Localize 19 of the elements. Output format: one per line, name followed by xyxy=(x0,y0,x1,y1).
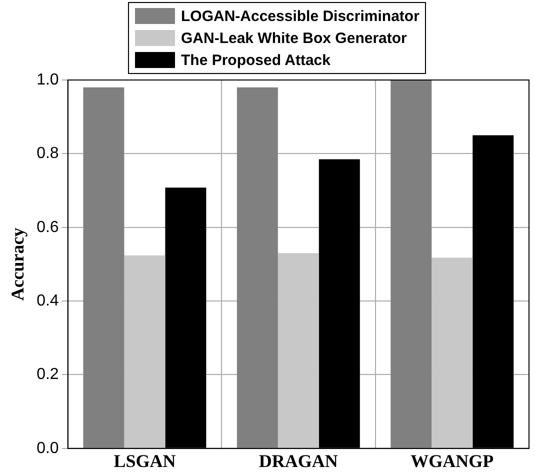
legend-label: LOGAN-Accessible Discriminator xyxy=(181,8,420,24)
y-tick-label: 0.0 xyxy=(36,440,59,457)
x-tick-label: WGANGP xyxy=(410,450,494,471)
bar xyxy=(236,87,278,448)
bar xyxy=(83,87,124,448)
bar xyxy=(432,258,473,448)
y-tick-label: 0.8 xyxy=(36,145,59,162)
bar xyxy=(124,255,166,448)
bar xyxy=(390,80,432,448)
legend-label: The Proposed Attack xyxy=(181,52,330,68)
bar xyxy=(278,253,319,448)
x-tick-label: LSGAN xyxy=(114,450,176,471)
x-tick-label: DRAGAN xyxy=(258,450,338,471)
legend-label: GAN-Leak White Box Generator xyxy=(181,30,407,46)
y-tick-label: 0.6 xyxy=(36,218,59,236)
y-tick-label: 0.2 xyxy=(36,366,59,384)
y-tick-label: 0.4 xyxy=(36,292,59,310)
y-axis-title: Accuracy xyxy=(7,228,28,301)
y-tick-label: 1.0 xyxy=(36,71,59,88)
